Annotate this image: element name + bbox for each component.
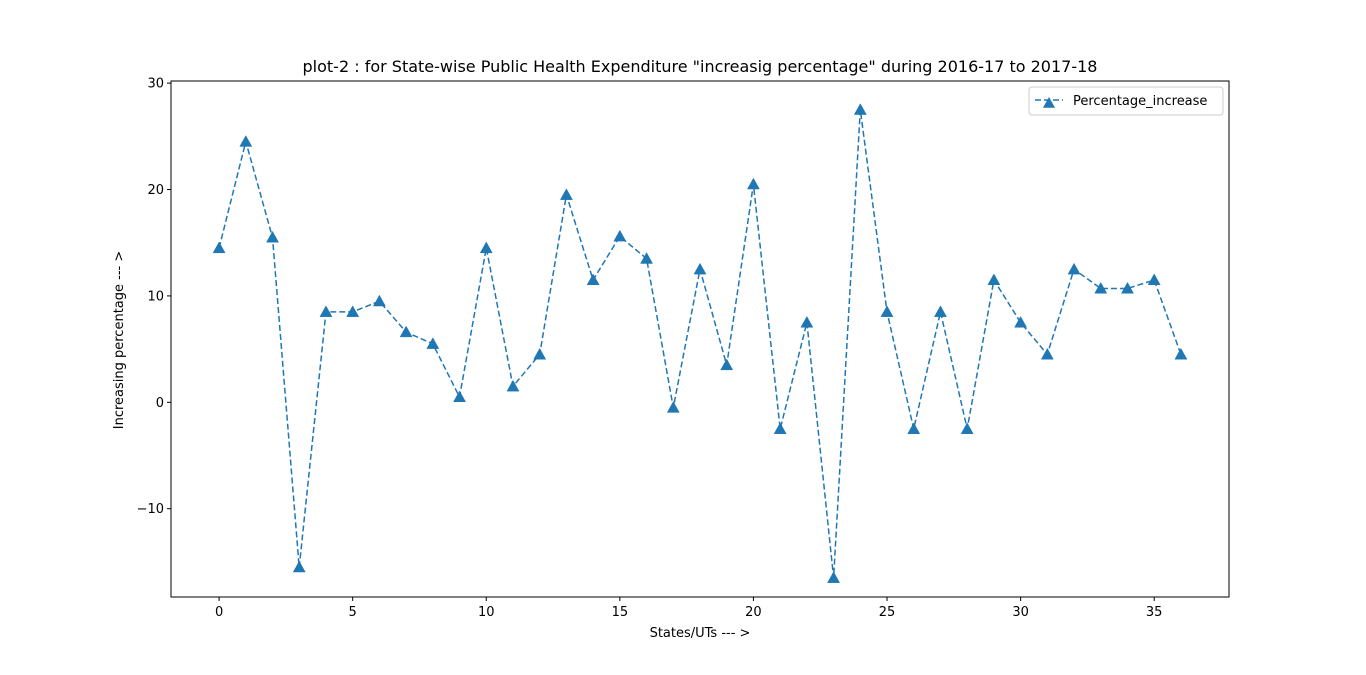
data-point-marker xyxy=(640,252,653,264)
legend-label: Percentage_increase xyxy=(1073,94,1207,109)
data-point-marker xyxy=(533,347,547,360)
data-point-marker xyxy=(960,422,974,434)
y-tick-label: −10 xyxy=(137,502,164,517)
plot-area: 0 5 10 15 20 25 30 35 −10 0 10 20 30 xyxy=(137,77,1230,620)
plot-frame xyxy=(170,80,1230,598)
x-tick-label: 10 xyxy=(478,605,495,620)
data-point-marker xyxy=(880,305,894,317)
chart-title: plot-2 : for State-wise Public Health Ex… xyxy=(303,57,1098,76)
data-point-marker xyxy=(559,188,573,200)
data-point-marker xyxy=(853,103,867,115)
data-point-marker xyxy=(1067,262,1081,275)
legend-box xyxy=(1028,86,1224,116)
data-point-marker xyxy=(747,177,760,190)
data-point-marker xyxy=(693,262,707,275)
x-tick-label: 30 xyxy=(1012,605,1029,620)
data-point-marker xyxy=(827,571,841,583)
y-tick-label: 20 xyxy=(147,183,164,198)
x-tick-label: 15 xyxy=(612,605,629,620)
x-tick-label: 35 xyxy=(1146,605,1163,620)
data-point-marker xyxy=(506,379,520,392)
data-point-marker xyxy=(319,305,333,317)
data-point-marker xyxy=(773,422,787,434)
y-axis-label: Increasing percentage --- > xyxy=(112,251,127,430)
x-tick-label: 5 xyxy=(349,605,357,620)
data-point-marker xyxy=(212,241,226,254)
data-point-marker xyxy=(426,337,440,349)
data-point-marker xyxy=(934,305,947,317)
x-tick-label: 20 xyxy=(745,605,762,620)
y-tick-label: 0 xyxy=(156,396,164,411)
data-point-marker xyxy=(372,294,386,307)
data-point-marker xyxy=(239,135,253,147)
data-point-marker xyxy=(1040,347,1054,360)
data-point-marker xyxy=(479,241,493,254)
data-point-marker xyxy=(720,358,734,371)
legend: Percentage_increase xyxy=(1028,86,1224,116)
y-tick-label: 30 xyxy=(147,77,164,92)
data-point-marker xyxy=(346,305,360,317)
data-point-marker xyxy=(1147,273,1161,286)
data-point-marker xyxy=(1121,281,1134,294)
data-point-marker xyxy=(586,273,600,286)
data-point-marker xyxy=(800,315,814,328)
data-point-marker xyxy=(399,325,413,338)
data-point-marker xyxy=(453,390,466,403)
data-point-marker xyxy=(666,401,680,413)
data-point-marker xyxy=(907,422,921,434)
x-axis-label: States/UTs --- > xyxy=(650,626,751,641)
data-point-marker xyxy=(613,229,627,242)
legend-marker-icon xyxy=(1043,97,1055,108)
y-tick-label: 10 xyxy=(147,289,164,304)
data-point-marker xyxy=(1174,347,1188,360)
x-tick-label: 25 xyxy=(879,605,896,620)
data-point-marker xyxy=(1094,281,1108,294)
data-point-marker xyxy=(266,230,279,243)
data-point-marker xyxy=(987,273,1001,286)
data-point-marker xyxy=(1014,315,1028,328)
x-tick-label: 0 xyxy=(215,605,223,620)
data-point-marker xyxy=(292,560,306,573)
